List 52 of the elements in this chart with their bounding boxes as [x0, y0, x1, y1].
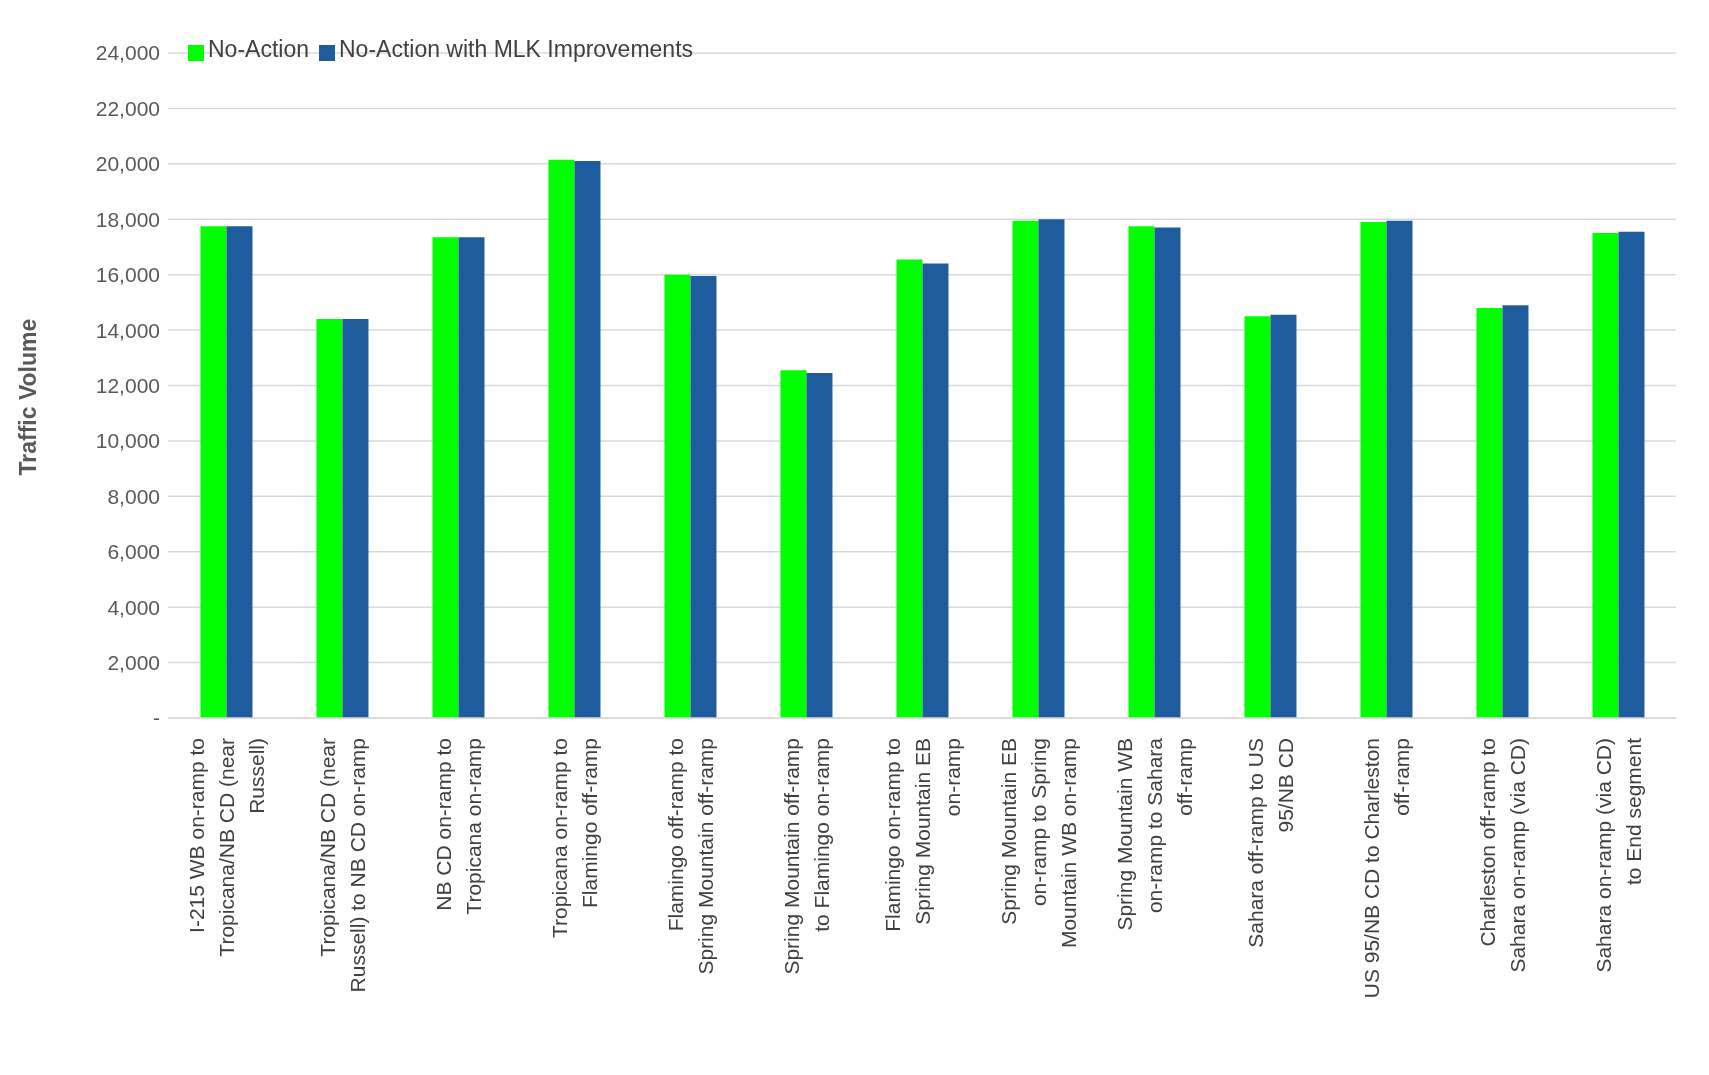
bar — [922, 263, 949, 718]
bar — [1244, 316, 1271, 718]
y-tick-label: 12,000 — [95, 373, 160, 397]
bar — [1154, 227, 1181, 718]
bar — [664, 274, 691, 718]
bar — [896, 259, 923, 718]
bar — [780, 370, 807, 718]
bar — [1360, 222, 1387, 718]
bar — [1270, 314, 1297, 718]
x-tick-label: Tropicana on-ramp to Flamingo off-ramp — [547, 738, 601, 938]
legend-label: No-Action with MLK Improvements — [338, 36, 694, 62]
x-tick-label: NB CD on-ramp to Tropicana on-ramp — [431, 738, 485, 915]
bar — [432, 237, 459, 718]
x-tick-label: US 95/NB CD to Charleston off-ramp — [1359, 738, 1413, 999]
y-tick-label: 2,000 — [107, 651, 160, 675]
y-tick-label: 16,000 — [95, 263, 160, 287]
x-tick-label: Sahara on-ramp (via CD) to End segment — [1591, 737, 1645, 973]
y-axis-title: Traffic Volume — [15, 318, 42, 476]
bar — [1592, 233, 1619, 718]
x-tick-label: Spring Mountain WB on-ramp to Sahara off-ramp — [1112, 737, 1196, 931]
bar — [690, 276, 717, 718]
y-tick-label: 10,000 — [95, 429, 160, 453]
x-tick-label: Spring Mountain off-ramp to Flamingo on-ramp — [779, 738, 833, 975]
y-tick-label: 6,000 — [107, 540, 160, 564]
bar — [1502, 305, 1529, 718]
bar — [1128, 226, 1155, 718]
bar — [1038, 219, 1065, 718]
x-tick-label: Flamingo off-ramp to Spring Mountain off-ramp — [663, 738, 717, 975]
legend-label: No-Action — [208, 36, 309, 62]
bar — [574, 161, 601, 718]
x-tick-label: Charleston off-ramp to Sahara on-ramp (via CD) — [1475, 738, 1529, 973]
y-tick-label: 22,000 — [95, 96, 160, 120]
bar — [548, 159, 575, 718]
y-tick-label: 8,000 — [107, 484, 160, 508]
bar — [1618, 231, 1645, 718]
y-tick-label: 20,000 — [95, 152, 160, 176]
y-tick-label: 4,000 — [107, 595, 160, 619]
x-tick-label: I-215 WB on-ramp to Tropicana/NB CD (near Russell) — [184, 738, 268, 957]
bar — [342, 319, 369, 718]
y-tick-label: - — [153, 706, 160, 730]
bar — [1386, 220, 1413, 718]
bar — [1476, 307, 1503, 718]
bar — [316, 319, 343, 718]
bar — [226, 226, 253, 718]
bar — [458, 237, 485, 718]
y-tick-label: 14,000 — [95, 318, 160, 342]
bar — [1012, 220, 1039, 718]
bar — [200, 226, 227, 718]
x-tick-label: Tropicana/NB CD (near Russell) to NB CD on-ramp — [315, 738, 369, 993]
y-tick-label: 18,000 — [95, 207, 160, 231]
bar — [806, 373, 833, 718]
y-tick-label: 24,000 — [95, 41, 160, 65]
